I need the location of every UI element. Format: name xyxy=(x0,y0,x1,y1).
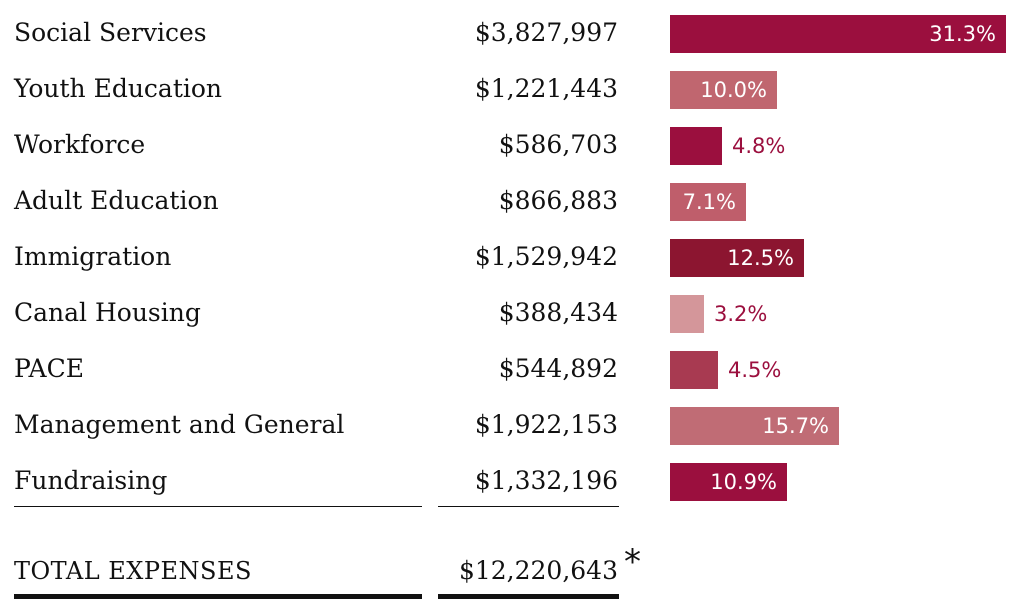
category-label: PACE xyxy=(14,354,84,383)
category-label: Social Services xyxy=(14,18,207,47)
total-expenses-label: TOTAL EXPENSES xyxy=(14,557,252,585)
category-column-rule xyxy=(14,506,422,507)
percent-label: 3.2% xyxy=(714,302,768,326)
amount-value: $3,827,997 xyxy=(474,18,618,47)
amount-value: $1,221,443 xyxy=(474,74,618,103)
expense-row: PACE $544,892 4.5% xyxy=(0,340,1024,396)
percent-bar xyxy=(670,183,746,221)
percent-label: 15.7% xyxy=(762,414,829,438)
category-label: Immigration xyxy=(14,242,172,271)
category-label: Fundraising xyxy=(14,466,168,495)
amount-value: $586,703 xyxy=(498,130,618,159)
category-label: Youth Education xyxy=(14,74,223,103)
expense-row: Fundraising $1,332,196 10.9% xyxy=(0,452,1024,508)
expense-row: Adult Education $866,883 7.1% xyxy=(0,172,1024,228)
category-total-rule xyxy=(14,594,422,599)
expense-row: Canal Housing $388,434 3.2% xyxy=(0,284,1024,340)
percent-bar xyxy=(670,127,722,165)
percent-label: 12.5% xyxy=(727,246,794,270)
category-label: Workforce xyxy=(14,130,146,159)
percent-bar xyxy=(670,407,839,445)
amount-value: $388,434 xyxy=(498,298,618,327)
expense-row: Workforce $586,703 4.8% xyxy=(0,116,1024,172)
category-label: Adult Education xyxy=(14,186,219,215)
percent-bar xyxy=(670,71,777,109)
amount-value: $1,922,153 xyxy=(474,410,618,439)
category-label: Canal Housing xyxy=(14,298,201,327)
amount-value: $544,892 xyxy=(498,354,618,383)
percent-bar xyxy=(670,295,704,333)
category-label: Management and General xyxy=(14,410,345,439)
amount-value: $1,529,942 xyxy=(474,242,618,271)
expense-row: Youth Education $1,221,443 10.0% xyxy=(0,60,1024,116)
percent-label: 7.1% xyxy=(682,190,736,214)
amount-value: $1,332,196 xyxy=(474,466,618,495)
percent-label: 4.8% xyxy=(732,134,786,158)
expense-row: Immigration $1,529,942 12.5% xyxy=(0,228,1024,284)
amount-value: $866,883 xyxy=(498,186,618,215)
total-footnote-marker: * xyxy=(624,542,641,582)
amount-column-rule xyxy=(438,506,619,507)
percent-bar xyxy=(670,463,787,501)
total-expenses-amount: $12,220,643 xyxy=(458,556,618,585)
percent-bar xyxy=(670,351,718,389)
percent-label: 4.5% xyxy=(728,358,782,382)
percent-label: 10.0% xyxy=(700,78,767,102)
expense-row: Management and General $1,922,153 15.7% xyxy=(0,396,1024,452)
percent-bar xyxy=(670,239,804,277)
percent-label: 31.3% xyxy=(929,22,996,46)
percent-label: 10.9% xyxy=(710,470,777,494)
expense-row: Social Services $3,827,997 31.3% xyxy=(0,4,1024,60)
amount-total-rule xyxy=(438,594,619,599)
percent-bar xyxy=(670,15,1006,53)
